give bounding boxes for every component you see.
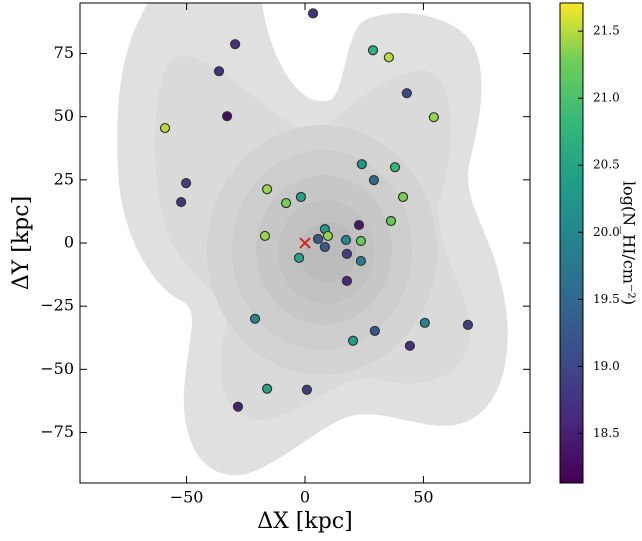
data-point	[262, 383, 273, 394]
data-point	[404, 340, 416, 351]
data-point	[347, 335, 359, 346]
data-point	[176, 196, 187, 208]
data-point	[280, 197, 292, 209]
data-point	[355, 235, 366, 247]
x-tick-label: 0	[300, 488, 310, 507]
x-tick-label: −50	[170, 488, 204, 507]
x-axis-label: ΔX [kpc]	[257, 509, 352, 534]
data-point	[213, 66, 225, 77]
data-point	[367, 45, 379, 56]
data-point	[262, 184, 273, 195]
center-marker-stroke	[299, 237, 311, 249]
data-point	[385, 215, 397, 227]
data-point	[419, 317, 430, 328]
density-background	[117, 3, 508, 476]
data-point	[295, 191, 307, 203]
data-point	[322, 230, 334, 242]
data-point	[159, 122, 171, 134]
colorbar-tick-label: 19.0	[593, 359, 620, 373]
data-point	[368, 174, 380, 186]
colorbar-tick-label: 18.5	[593, 426, 620, 440]
data-point	[340, 234, 352, 246]
y-tick-label: −50	[40, 359, 74, 378]
data-point	[312, 233, 324, 245]
center-marker	[299, 237, 311, 249]
data-point	[319, 241, 330, 253]
data-point	[356, 159, 367, 170]
data-point	[259, 230, 271, 242]
colorbar-label: log(N_HI/cm⁻²)	[620, 181, 639, 305]
y-tick-label: 75	[54, 43, 74, 62]
data-point	[353, 219, 365, 231]
colorbar-tick-label: 19.5	[593, 292, 620, 306]
y-tick-label: −25	[40, 296, 74, 315]
data-point	[341, 248, 353, 259]
data-point	[397, 191, 409, 203]
y-tick-label: −75	[40, 422, 74, 441]
data-point	[181, 178, 192, 189]
data-point	[383, 52, 394, 63]
data-point	[355, 255, 366, 267]
data-point	[307, 8, 319, 19]
y-tick-label: 25	[54, 169, 74, 188]
y-tick-label: 50	[54, 106, 74, 125]
colorbar-ticks: 18.5 19.0 19.5 20.0 20.5 21.0 21.5	[578, 24, 620, 440]
data-point	[301, 384, 312, 395]
data-point	[428, 112, 439, 123]
colorbar-tick-label: 21.0	[593, 91, 620, 105]
y-tick-label: 0	[64, 233, 74, 252]
data-point	[462, 319, 474, 330]
colorbar-tick-label: 20.5	[593, 158, 620, 172]
data-point	[230, 39, 241, 50]
data-point	[232, 401, 244, 412]
y-axis-label: ΔY [kpc]	[9, 196, 34, 290]
colorbar-tick-label: 21.5	[593, 24, 620, 38]
colorbar-tick-label: 20.0	[593, 225, 620, 239]
data-point	[369, 325, 380, 337]
data-point	[249, 313, 261, 324]
data-point	[293, 252, 305, 264]
x-tick-label: 50	[413, 488, 433, 507]
data-point	[401, 88, 412, 99]
colorbar	[559, 2, 584, 484]
data-point	[341, 275, 353, 286]
data-point	[389, 162, 401, 173]
data-point	[221, 111, 233, 122]
